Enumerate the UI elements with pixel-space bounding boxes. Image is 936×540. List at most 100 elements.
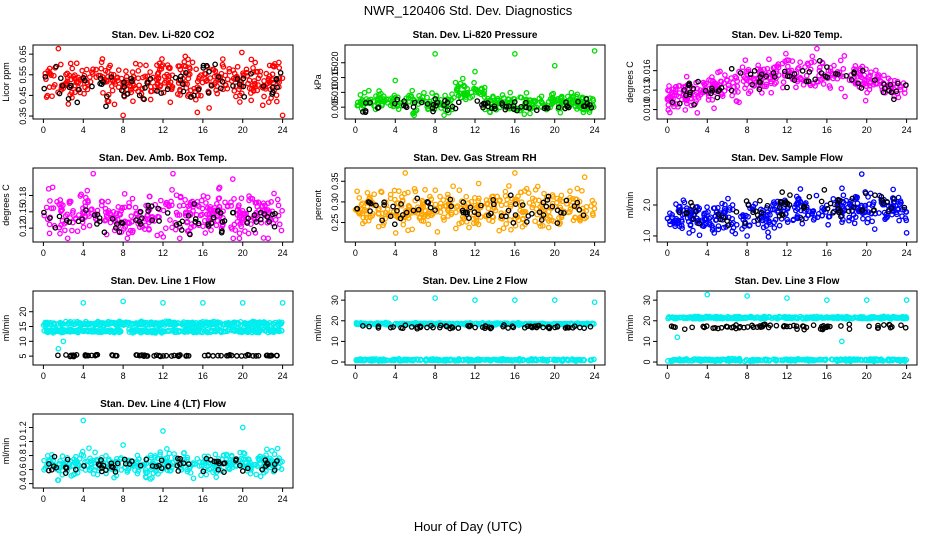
data-point: [219, 78, 226, 85]
data-point: [537, 223, 544, 229]
data-point: [206, 206, 213, 212]
data-point: [751, 67, 758, 74]
data-point: [837, 57, 844, 64]
data-point: [271, 223, 278, 230]
data-point: [512, 170, 518, 176]
x-tick-label: 24: [278, 248, 288, 258]
data-point: [102, 217, 108, 224]
data-point: [252, 80, 258, 87]
data-point: [676, 100, 683, 107]
data-point: [813, 192, 820, 199]
data-point: [846, 321, 853, 328]
data-point: [124, 91, 131, 97]
data-point: [411, 97, 418, 104]
data-point: [712, 80, 719, 87]
data-point: [683, 92, 689, 99]
data-point: [466, 224, 472, 231]
data-point: [105, 198, 111, 205]
data-point: [273, 75, 280, 82]
data-point: [503, 201, 510, 208]
y-tick-label: 5: [18, 354, 28, 359]
data-point: [862, 97, 869, 104]
data-point: [704, 204, 710, 210]
data-point: [146, 226, 152, 233]
x-tick-label: 24: [590, 371, 600, 381]
y-tick-label: 0.35: [330, 173, 340, 191]
data-point: [65, 101, 72, 107]
y-tick-label: 20: [330, 316, 340, 326]
data-point: [181, 59, 188, 65]
x-tick-label: 12: [158, 125, 168, 135]
series-samples: [41, 417, 285, 483]
data-point: [47, 198, 53, 204]
data-point: [215, 77, 221, 83]
data-point: [159, 62, 166, 68]
data-point: [70, 207, 76, 214]
data-point: [221, 218, 228, 224]
data-point: [859, 67, 866, 74]
data-point: [391, 196, 398, 203]
data-point: [43, 204, 50, 211]
data-point: [274, 196, 281, 203]
data-point: [730, 79, 736, 86]
data-point: [502, 106, 509, 113]
data-point: [786, 73, 793, 80]
data-point: [74, 228, 81, 235]
data-point: [176, 203, 183, 209]
data-point: [779, 189, 786, 196]
data-point: [507, 89, 514, 96]
y-tick-label: 0.35: [18, 107, 28, 125]
data-point: [229, 209, 236, 216]
data-point: [155, 205, 162, 212]
data-point: [57, 230, 63, 237]
chart-panel-3: Stan. Dev. Li-820 Temp.degrees C0 4 8 12 16 2…: [625, 30, 918, 135]
data-point: [45, 185, 52, 192]
data-point: [580, 103, 587, 110]
x-tick-label: 4: [705, 125, 710, 135]
y-tick-label: 0.016: [642, 59, 652, 82]
data-point: [132, 60, 139, 67]
chart-title: Stan. Dev. Line 3 Flow: [735, 276, 840, 287]
data-point: [498, 202, 505, 209]
y-tick-label: 0: [642, 360, 652, 365]
data-point: [99, 56, 106, 62]
data-point: [797, 186, 804, 192]
data-point: [128, 213, 135, 220]
data-point: [205, 221, 211, 227]
data-point: [682, 107, 689, 113]
x-tick-label: 12: [158, 248, 168, 258]
data-point: [866, 74, 872, 80]
data-point: [97, 75, 104, 82]
data-point: [201, 217, 208, 224]
data-point: [126, 203, 133, 210]
data-point: [429, 105, 436, 112]
x-tick-label: 24: [278, 125, 288, 135]
data-point: [81, 90, 87, 97]
data-point: [895, 80, 901, 87]
data-point: [749, 81, 756, 88]
data-point: [757, 79, 764, 86]
data-point: [148, 88, 155, 95]
data-point: [177, 193, 184, 200]
data-point: [224, 203, 231, 209]
data-point: [70, 219, 76, 226]
y-tick-label: 30: [330, 295, 340, 305]
chart-title: Stan. Dev. Sample Flow: [731, 153, 843, 164]
data-point: [518, 94, 525, 101]
data-point: [453, 87, 460, 93]
data-point: [525, 190, 532, 196]
y-tick-label: 0.18: [18, 187, 28, 205]
data-point: [253, 471, 260, 478]
data-point: [164, 210, 171, 216]
data-point: [79, 67, 86, 74]
data-point: [412, 188, 419, 195]
data-point: [183, 70, 189, 76]
data-point: [734, 83, 741, 90]
data-point: [218, 85, 224, 92]
data-point: [65, 95, 72, 102]
data-point: [72, 215, 79, 222]
data-point: [93, 66, 99, 73]
data-point: [705, 97, 712, 103]
data-point: [51, 81, 58, 88]
